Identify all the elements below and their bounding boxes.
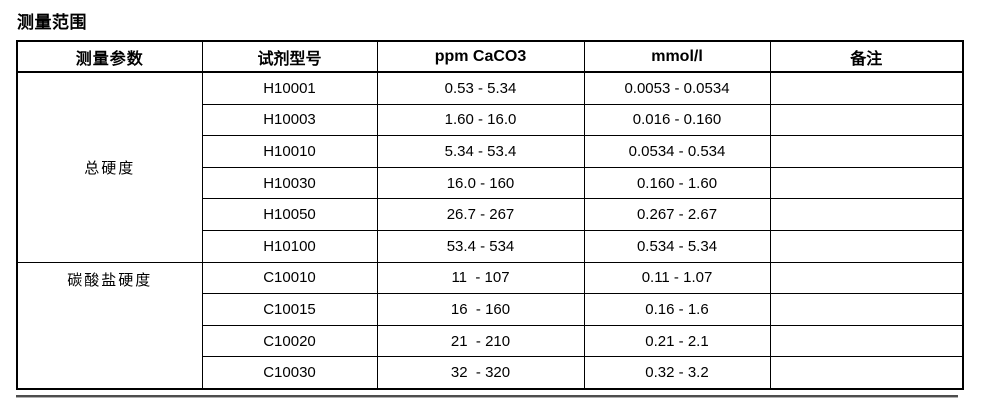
mmol-cell: 0.267 - 2.67 (583, 198, 771, 231)
note-cell (769, 229, 964, 263)
model-cell: H10001 (201, 71, 378, 105)
model-cell: H10100 (201, 229, 378, 263)
ppm-cell: 16 - 160 (376, 293, 585, 326)
ppm-cell: 21 - 210 (376, 324, 585, 358)
mmol-cell: 0.11 - 1.07 (583, 261, 771, 295)
note-cell (769, 293, 964, 326)
ppm-cell: 0.53 - 5.34 (376, 71, 585, 105)
note-cell (769, 135, 964, 168)
ppm-cell: 32 - 320 (376, 356, 585, 390)
table-row: H10010 5.34 - 53.4 0.0534 - 0.534 (17, 135, 964, 168)
note-cell (769, 261, 964, 295)
model-cell: H10050 (201, 198, 378, 231)
table-row: H10050 26.7 - 267 0.267 - 2.67 (17, 198, 964, 231)
ppm-cell: 1.60 - 16.0 (376, 103, 585, 137)
parameter-cell-carbonate-hardness: 碳酸盐硬度 (16, 261, 203, 390)
table-row: 碳酸盐硬度 C10010 11 - 107 0.11 - 1.07 (16, 261, 964, 390)
parameter-cell-total-hardness: 总硬度 (16, 71, 203, 263)
column-header-note: 备注 (769, 40, 964, 73)
ppm-cell: 26.7 - 267 (376, 198, 585, 231)
mmol-cell: 0.0534 - 0.534 (583, 135, 771, 168)
model-cell: H10003 (201, 103, 378, 137)
model-cell: C10030 (201, 356, 378, 390)
table-row: H10030 16.0 - 160 0.160 - 1.60 (17, 166, 964, 200)
mmol-cell: 0.0053 - 0.0534 (583, 71, 771, 105)
model-cell: C10020 (201, 324, 378, 358)
note-cell (769, 324, 964, 358)
measurement-range-table: 测量参数 试剂型号 ppm CaCO3 mmol/l 备注 总硬度 H10001… (16, 40, 964, 390)
mmol-cell: 0.534 - 5.34 (583, 229, 771, 263)
ppm-cell: 53.4 - 534 (376, 229, 585, 263)
note-cell (769, 356, 964, 390)
model-cell: C10015 (201, 293, 378, 326)
note-cell (769, 166, 964, 200)
mmol-cell: 0.21 - 2.1 (583, 324, 771, 358)
ppm-cell: 16.0 - 160 (376, 166, 585, 200)
mmol-cell: 0.016 - 0.160 (583, 103, 771, 137)
note-cell (769, 71, 964, 105)
mmol-cell: 0.160 - 1.60 (583, 166, 771, 200)
column-header-parameter: 测量参数 (16, 40, 203, 73)
model-cell: C10010 (201, 261, 378, 295)
ppm-cell: 11 - 107 (376, 261, 585, 295)
model-cell: H10010 (201, 135, 378, 168)
column-header-model: 试剂型号 (201, 40, 378, 73)
mmol-cell: 0.32 - 3.2 (583, 356, 771, 390)
footer-divider (16, 395, 958, 398)
note-cell (769, 198, 964, 231)
model-cell: H10030 (201, 166, 378, 200)
mmol-cell: 0.16 - 1.6 (583, 293, 771, 326)
page-title: 测量范围 (17, 13, 87, 32)
column-header-mmol: mmol/l (583, 40, 771, 73)
table-row: C10020 21 - 210 0.21 - 2.1 (17, 324, 964, 358)
note-cell (769, 103, 964, 137)
table-row: H10100 53.4 - 534 0.534 - 5.34 (17, 229, 964, 263)
table-row: 总硬度 H10001 0.53 - 5.34 0.0053 - 0.0534 (16, 71, 964, 263)
table-row: C10030 32 - 320 0.32 - 3.2 (17, 356, 964, 390)
header-row: 测量参数 试剂型号 ppm CaCO3 mmol/l 备注 (16, 40, 964, 73)
ppm-cell: 5.34 - 53.4 (376, 135, 585, 168)
column-header-ppm: ppm CaCO3 (376, 40, 585, 73)
